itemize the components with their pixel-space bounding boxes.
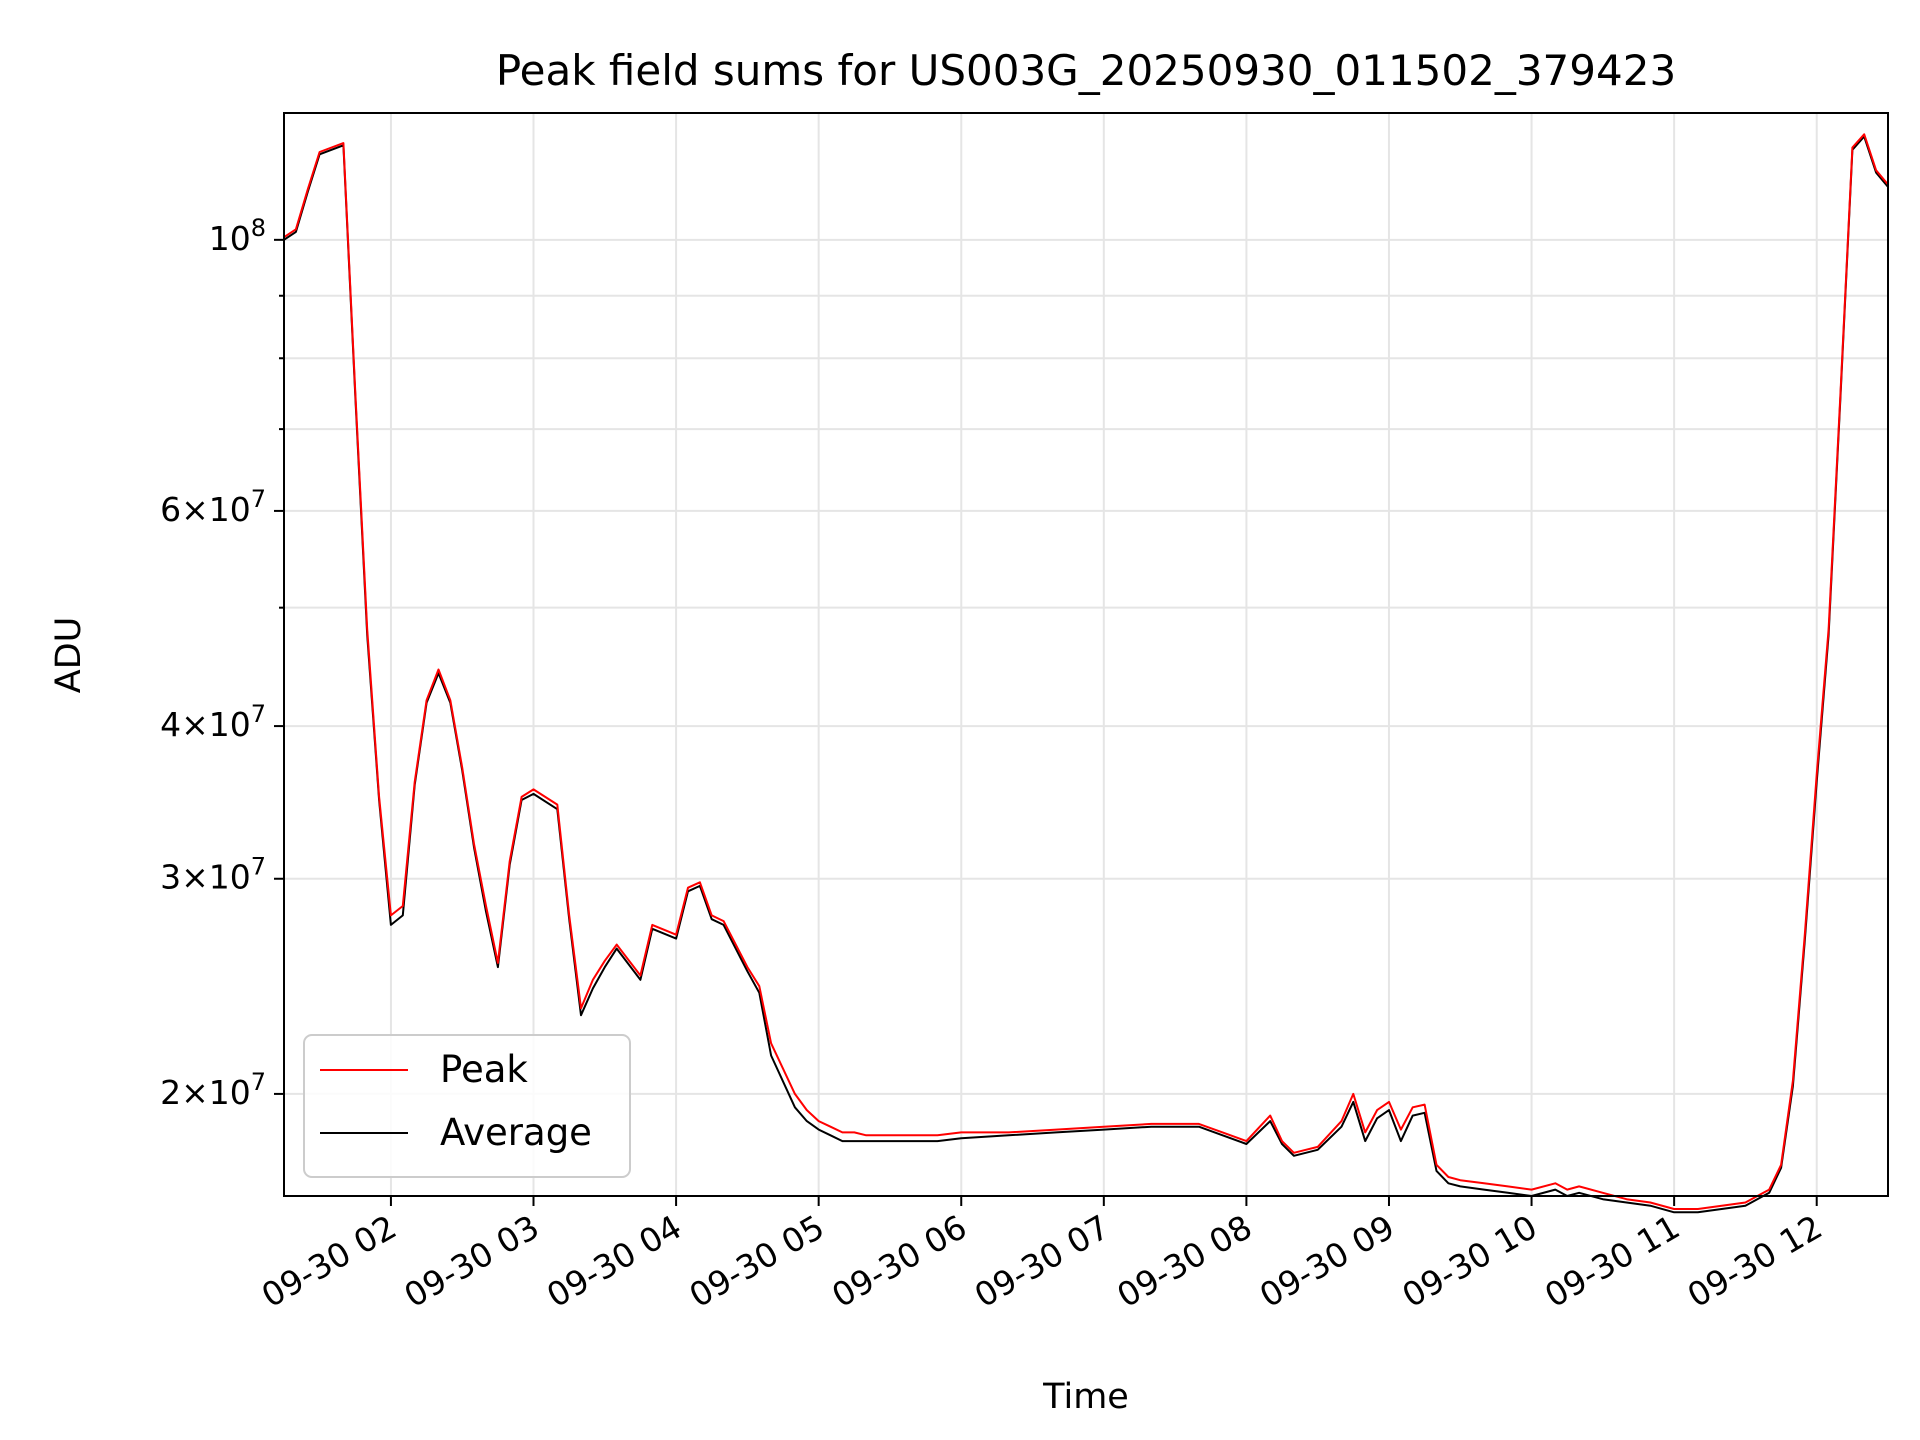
- y-tick-label: 6×107: [160, 485, 266, 529]
- y-tick-label: 4×107: [160, 700, 266, 744]
- x-axis-title: Time: [1042, 1377, 1129, 1417]
- y-tick-label: 108: [209, 214, 266, 258]
- y-tick-base: 10: [209, 219, 251, 258]
- y-tick-base: 4×10: [160, 705, 251, 744]
- chart-title: Peak field sums for US003G_20250930_0115…: [496, 46, 1676, 95]
- y-tick-label: 2×107: [160, 1068, 266, 1112]
- legend: Peak Average: [303, 1034, 631, 1178]
- y-tick-label: 3×107: [160, 853, 266, 897]
- y-tick-exponent: 8: [251, 214, 266, 242]
- series-line-peak: [283, 133, 1889, 1210]
- y-tick-exponent: 7: [251, 853, 266, 881]
- grid: [284, 113, 1888, 1196]
- legend-label-peak: Peak: [440, 1048, 528, 1091]
- legend-label-average: Average: [440, 1111, 592, 1154]
- y-tick-base: 3×10: [160, 858, 251, 897]
- series-layer: [283, 133, 1889, 1214]
- y-tick-exponent: 7: [251, 1068, 266, 1096]
- y-tick-base: 6×10: [160, 490, 251, 529]
- plot-frame: [283, 112, 1889, 1197]
- y-tick-exponent: 7: [251, 700, 266, 728]
- y-tick-exponent: 7: [251, 485, 266, 513]
- y-tick-base: 2×10: [160, 1073, 251, 1112]
- y-axis-title: ADU: [49, 617, 89, 694]
